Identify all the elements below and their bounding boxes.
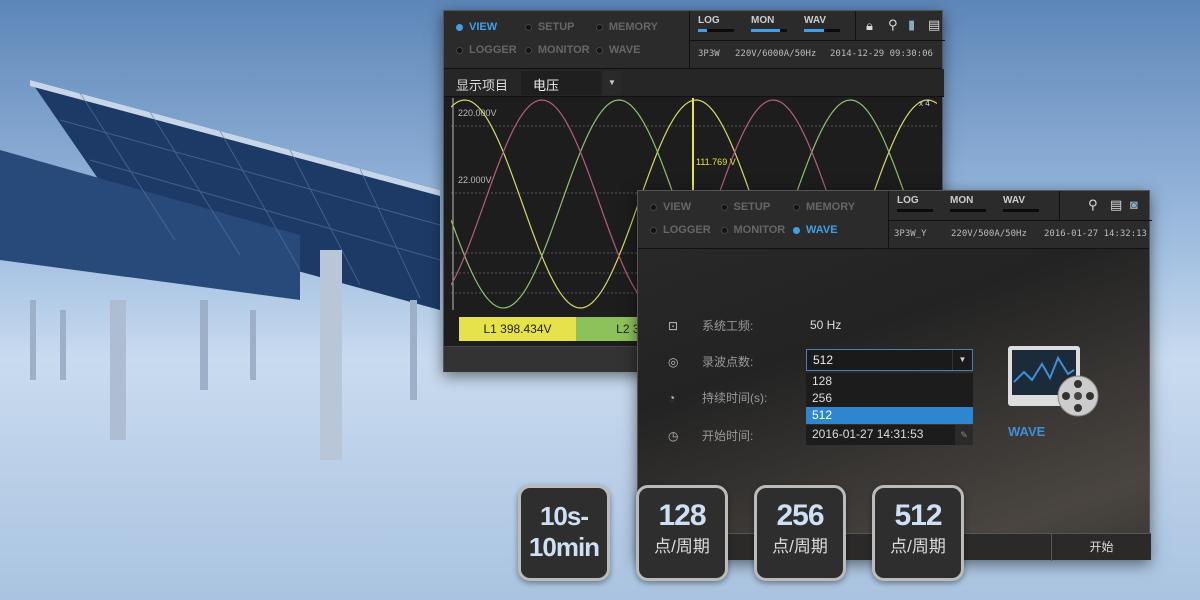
wiring-mode: 3P3W_Y [894, 229, 927, 239]
status-dot-icon [793, 203, 800, 211]
status-dot-icon [595, 23, 603, 31]
mode-tab-setup[interactable]: SETUP [524, 21, 575, 33]
range-info: 220V/6000A/50Hz [735, 49, 817, 59]
mode-tab-wave[interactable]: WAVE [793, 224, 838, 236]
top-bar: VIEW SETUP MEMORY LOGGER MONITOR WAVE LOG MON W… [444, 11, 945, 69]
display-item-value: 电压 [533, 78, 560, 93]
display-item-select[interactable]: 电压 [521, 71, 601, 95]
status-dot-icon [793, 226, 800, 234]
status-dot-icon [456, 23, 463, 31]
sd-card-icon: ▤ [1110, 197, 1123, 212]
mode-tab-memory[interactable]: MEMORY [793, 201, 855, 213]
status-dot-icon [524, 46, 532, 54]
field-frequency: ⊡ 系统工频: [668, 318, 754, 334]
usb-icon: ⚲ [1088, 197, 1098, 212]
status-dot-icon [650, 203, 657, 211]
field-sample-points: ◎ 录波点数: [668, 354, 754, 370]
status-dot-icon [650, 226, 657, 234]
frequency-icon: ⊡ [668, 318, 679, 333]
battery-icon: ▮ [908, 17, 916, 32]
field-duration: ◔ 持续时间(s): [668, 390, 768, 406]
dropdown-arrow-icon[interactable]: ▼ [603, 71, 621, 95]
status-dot-icon [524, 23, 532, 31]
indicator-wav: WAV [1003, 195, 1026, 206]
duration-icon: ◔ [668, 390, 676, 405]
sample-icon: ◎ [668, 354, 679, 369]
scale-mid-label: 22.000V [458, 175, 492, 185]
usb-icon: ⚲ [888, 17, 898, 32]
indicator-bar [1003, 209, 1039, 212]
indicator-bar [751, 29, 787, 32]
indicator-bar [950, 209, 986, 212]
indicator-bar [698, 29, 734, 32]
cursor-value: 111.769 V [696, 157, 736, 167]
measurement-l1: L1 398.434V [459, 317, 576, 341]
edit-icon[interactable]: ✎ [955, 425, 973, 445]
svg-text:WAVE: WAVE [1008, 424, 1046, 439]
display-item-bar: 显示项目 电压 ▼ [444, 69, 944, 97]
mode-tab-view[interactable]: VIEW [650, 201, 691, 213]
mode-tab-monitor[interactable]: MONITOR [720, 224, 785, 236]
sd-card-icon: ▤ [928, 17, 941, 32]
option-128[interactable]: 128 [812, 374, 833, 388]
top-bar: VIEW SETUP MEMORY LOGGER MONITOR WAVE LOG MON W… [638, 191, 1152, 249]
feature-tile: 256 点/周期 [754, 485, 846, 581]
mode-tab-wave[interactable]: WAVE [595, 44, 640, 56]
frequency-value: 50 Hz [810, 318, 842, 332]
range-info: 220V/500A/50Hz [951, 229, 1027, 239]
mode-tab-logger[interactable]: LOGGER [456, 44, 517, 56]
indicator-bar [804, 29, 840, 32]
indicator-mon: MON [950, 195, 974, 206]
mode-tab-view[interactable]: VIEW [456, 21, 497, 33]
mode-tab-setup[interactable]: SETUP [720, 201, 770, 213]
indicator-wav: WAV [804, 15, 827, 26]
clock-icon: ◷ [668, 428, 679, 443]
scale-top-label: 220.000V [458, 108, 497, 118]
feature-tile: 128 点/周期 [636, 485, 728, 581]
lock-icon: 🔒︎ [866, 18, 873, 33]
zoom-factor: x 4 [919, 99, 930, 108]
indicator-bar [897, 209, 933, 212]
save-icon: ◙ [1130, 197, 1138, 212]
display-item-label: 显示项目 [456, 78, 509, 93]
indicator-log: LOG [698, 15, 720, 26]
indicator-log: LOG [897, 195, 919, 206]
mode-tab-logger[interactable]: LOGGER [650, 224, 711, 236]
sample-points-options: 128 256 512 [806, 373, 973, 424]
wiring-mode: 3P3W [698, 49, 720, 59]
datetime: 2014-12-29 09:30:06 [830, 49, 933, 59]
indicator-mon: MON [751, 15, 775, 26]
status-dot-icon [720, 226, 728, 234]
mode-tab-memory[interactable]: MEMORY [595, 21, 658, 33]
wave-logo: WAVE [1006, 344, 1101, 449]
feature-tile: 512 点/周期 [872, 485, 964, 581]
option-256[interactable]: 256 [812, 391, 833, 405]
status-dot-icon [456, 46, 463, 54]
feature-tile: 10s- 10min [518, 485, 610, 581]
dropdown-arrow-icon[interactable]: ▼ [952, 350, 972, 370]
status-dot-icon [720, 203, 728, 211]
start-button[interactable]: 开始 [1051, 534, 1151, 561]
option-512[interactable]: 512 [806, 407, 973, 424]
field-start-time: ◷ 开始时间: [668, 428, 754, 444]
datetime: 2016-01-27 14:32:13 [1044, 229, 1147, 239]
status-dot-icon [595, 46, 603, 54]
sample-points-select[interactable]: 512 ▼ [806, 349, 973, 371]
start-time-input[interactable]: 2016-01-27 14:31:53 ✎ [806, 425, 973, 445]
mode-tab-monitor[interactable]: MONITOR [524, 44, 590, 56]
